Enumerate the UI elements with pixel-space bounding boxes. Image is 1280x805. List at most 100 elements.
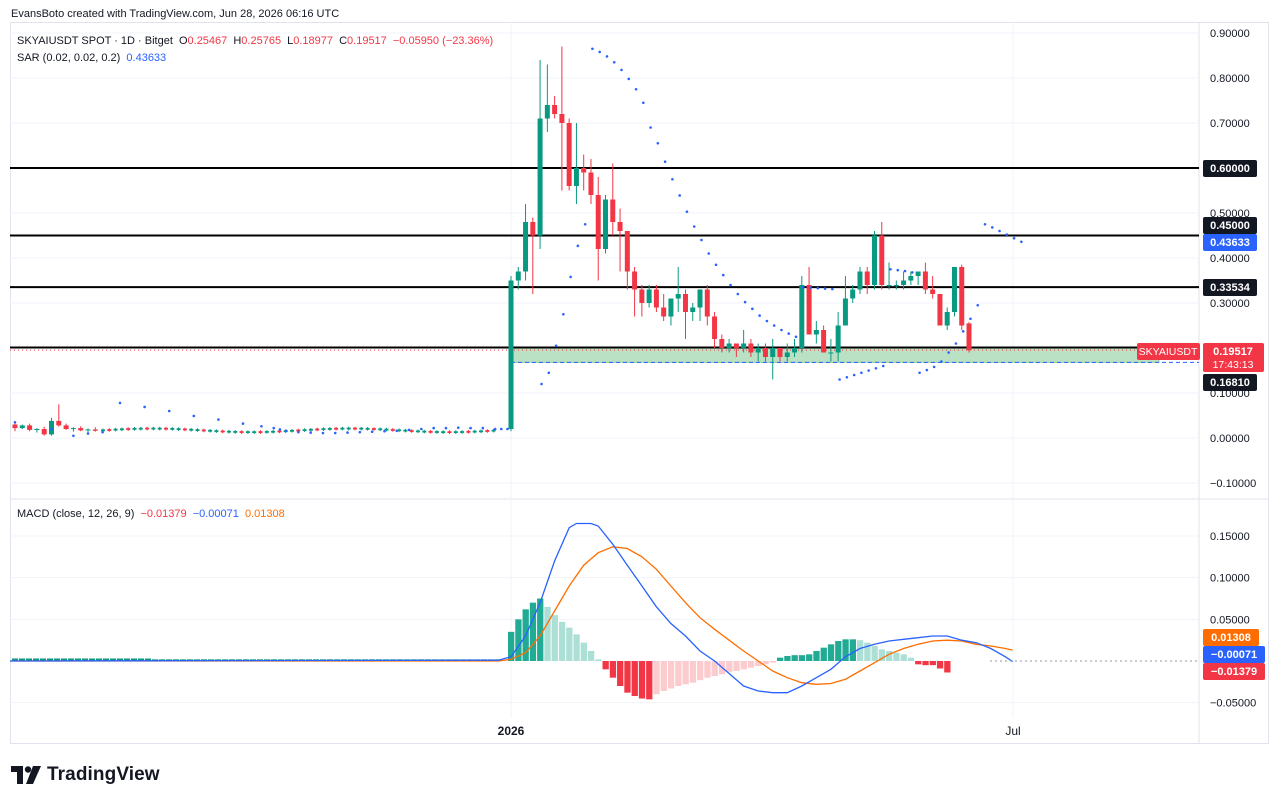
candle-body [214,430,219,433]
sar-dot [297,430,300,434]
candle-body [403,429,408,432]
macd-hist-bar [915,661,922,665]
sar-dot [554,344,558,348]
candle-body [784,352,790,357]
sar-dot [896,268,900,272]
macd-hist-bar [798,655,806,661]
level-tag-033: 0.33534 [1203,279,1257,296]
sar-dot [370,430,374,434]
symbol-title[interactable]: SKYAIUSDT SPOT · 1D · Bitget [17,35,173,47]
macd-hist-bar [667,661,675,689]
candle-body [646,289,652,303]
candle-body [85,429,91,431]
sar-dot [118,401,122,405]
change-value: −0.05950 (−23.36%) [392,35,494,47]
candle-body [227,430,231,433]
low-label: L [287,35,294,47]
candle-body [63,425,69,429]
macd-hist-bar [75,658,81,661]
sar-dot [780,328,783,332]
macd-hist-bar [835,641,842,661]
macd-hist-bar [733,661,740,671]
macd-hist-bar [602,661,609,670]
candle-body [264,431,269,433]
candle-body [930,289,936,294]
candle-body [447,431,452,434]
sar-dot [867,369,870,372]
candle-body [12,424,18,429]
candle-body [915,271,921,276]
candle-body [581,168,587,173]
candle-body [523,222,529,272]
macd-hist-bar [747,661,755,668]
sar-dot [961,330,965,333]
price-tick-label: 0.00000 [1210,433,1250,445]
macd-hist-bar [82,658,88,661]
candle-body [353,427,357,430]
sar-dot [217,418,220,421]
macd-hist-bar [26,658,32,661]
sar-dot [860,371,863,375]
candle-body [508,280,514,429]
macd-hist-bar [864,642,871,661]
sar-value: 0.43633 [126,52,167,64]
sar-dot [765,319,769,323]
sar-dot [714,263,718,267]
sar-dot [333,431,337,435]
macd-hist-bar [682,661,689,685]
candle-body [544,105,550,119]
macd-hist-bar [675,661,682,686]
candle-body [56,420,62,426]
sar-dot [663,160,667,163]
candle-body [479,430,483,433]
macd-hist-bar [558,621,566,661]
sar-dot [983,222,987,226]
macd-hist-bar [40,658,46,661]
sar-dot [634,87,638,91]
macd-hist-bar [638,661,646,699]
macd-hist-bar [886,651,893,661]
svg-text:0.60000: 0.60000 [1210,163,1250,175]
macd-hist-bar [849,639,856,661]
candle-body [828,352,834,354]
macd-hist-bar [806,654,813,661]
sar-dot [801,285,805,289]
sar-dot [642,101,645,105]
candle-body [460,431,465,433]
sar-dot [918,371,921,375]
macd-hist-bar [646,661,653,700]
macd-hist-bar [878,649,886,661]
macd-hist-bar [68,658,74,661]
sar-dot [72,434,75,438]
macd-hist-bar [580,642,587,661]
macd-signal-value: 0.01308 [244,508,285,520]
candle-body [308,428,313,431]
macd-hist-bar [537,598,544,661]
macd-tick-label: 0.10000 [1210,573,1250,585]
sar-dot [143,405,146,409]
sar-dot [358,430,362,434]
sar-label[interactable]: SAR (0.02, 0.02, 0.2) [17,52,121,64]
sar-dot [838,378,841,381]
macd-line [9,522,1013,694]
candle-body [966,323,972,351]
tradingview-logo[interactable]: TradingView [11,764,160,786]
svg-text:−0.01379: −0.01379 [1211,666,1257,678]
candle-body [132,427,137,430]
sar-dot [743,300,747,304]
macd-hist-bar [89,658,95,661]
sar-dot [612,60,616,64]
candle-body [258,431,263,433]
candle-body [588,172,594,195]
sar-dot [881,364,885,368]
macd-hist-bar [96,658,102,661]
level-tag-060: 0.60000 [1203,160,1257,177]
macd-hist-bar [689,661,697,683]
candle-body [327,428,332,430]
candle-body [959,267,965,326]
macd-hist-bar [609,661,617,678]
candle-body [733,343,739,348]
svg-text:0.01308: 0.01308 [1211,632,1251,644]
macd-label[interactable]: MACD (close, 12, 26, 9) [17,508,135,520]
